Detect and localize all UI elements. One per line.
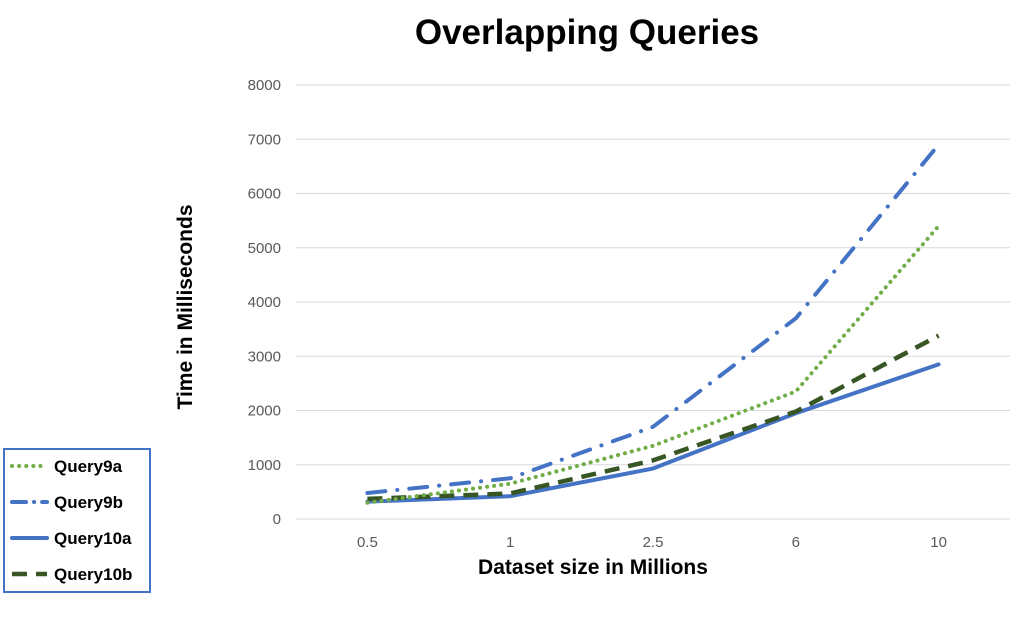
x-axis-title: Dataset size in Millions [478, 556, 708, 579]
series-line-query10a [365, 362, 941, 504]
y-tick-label: 6000 [248, 186, 281, 203]
legend-frame [3, 448, 151, 593]
y-tick-label: 4000 [248, 294, 281, 311]
legend-label: Query9b [54, 493, 123, 512]
series-line-query9b [365, 142, 941, 495]
x-tick-label: 2.5 [643, 534, 664, 551]
series-line-query9a [365, 224, 941, 505]
legend-label: Query10b [54, 565, 132, 584]
x-tick-label: 0.5 [357, 534, 378, 551]
y-tick-label: 7000 [248, 131, 281, 148]
x-tick-label: 10 [930, 534, 947, 551]
legend-items: Query9a Query9b Query10a Query10b [10, 457, 132, 584]
series-lines [365, 142, 941, 505]
y-tick-label: 8000 [248, 77, 281, 94]
y-axis-title: Time in Milliseconds [174, 205, 197, 410]
y-tick-label: 5000 [248, 240, 281, 257]
y-tick-label: 1000 [248, 457, 281, 474]
y-tick-label: 0 [273, 511, 281, 528]
grid [296, 84, 1010, 520]
legend-label: Query10a [54, 529, 132, 548]
x-tick-label: 1 [506, 534, 514, 551]
x-axis-ticks: 0.5 1 2.5 6 10 [357, 534, 947, 551]
legend: Query9a Query9b Query10a Query10b [3, 448, 151, 593]
legend-label: Query9a [54, 457, 123, 476]
x-tick-label: 6 [792, 534, 800, 551]
y-tick-label: 3000 [248, 348, 281, 365]
y-axis-ticks: 0 1000 2000 3000 4000 5000 6000 7000 8000 [248, 77, 281, 528]
series-line-query10b [367, 333, 940, 502]
y-tick-label: 2000 [248, 403, 281, 420]
chart-title: Overlapping Queries [415, 13, 759, 52]
